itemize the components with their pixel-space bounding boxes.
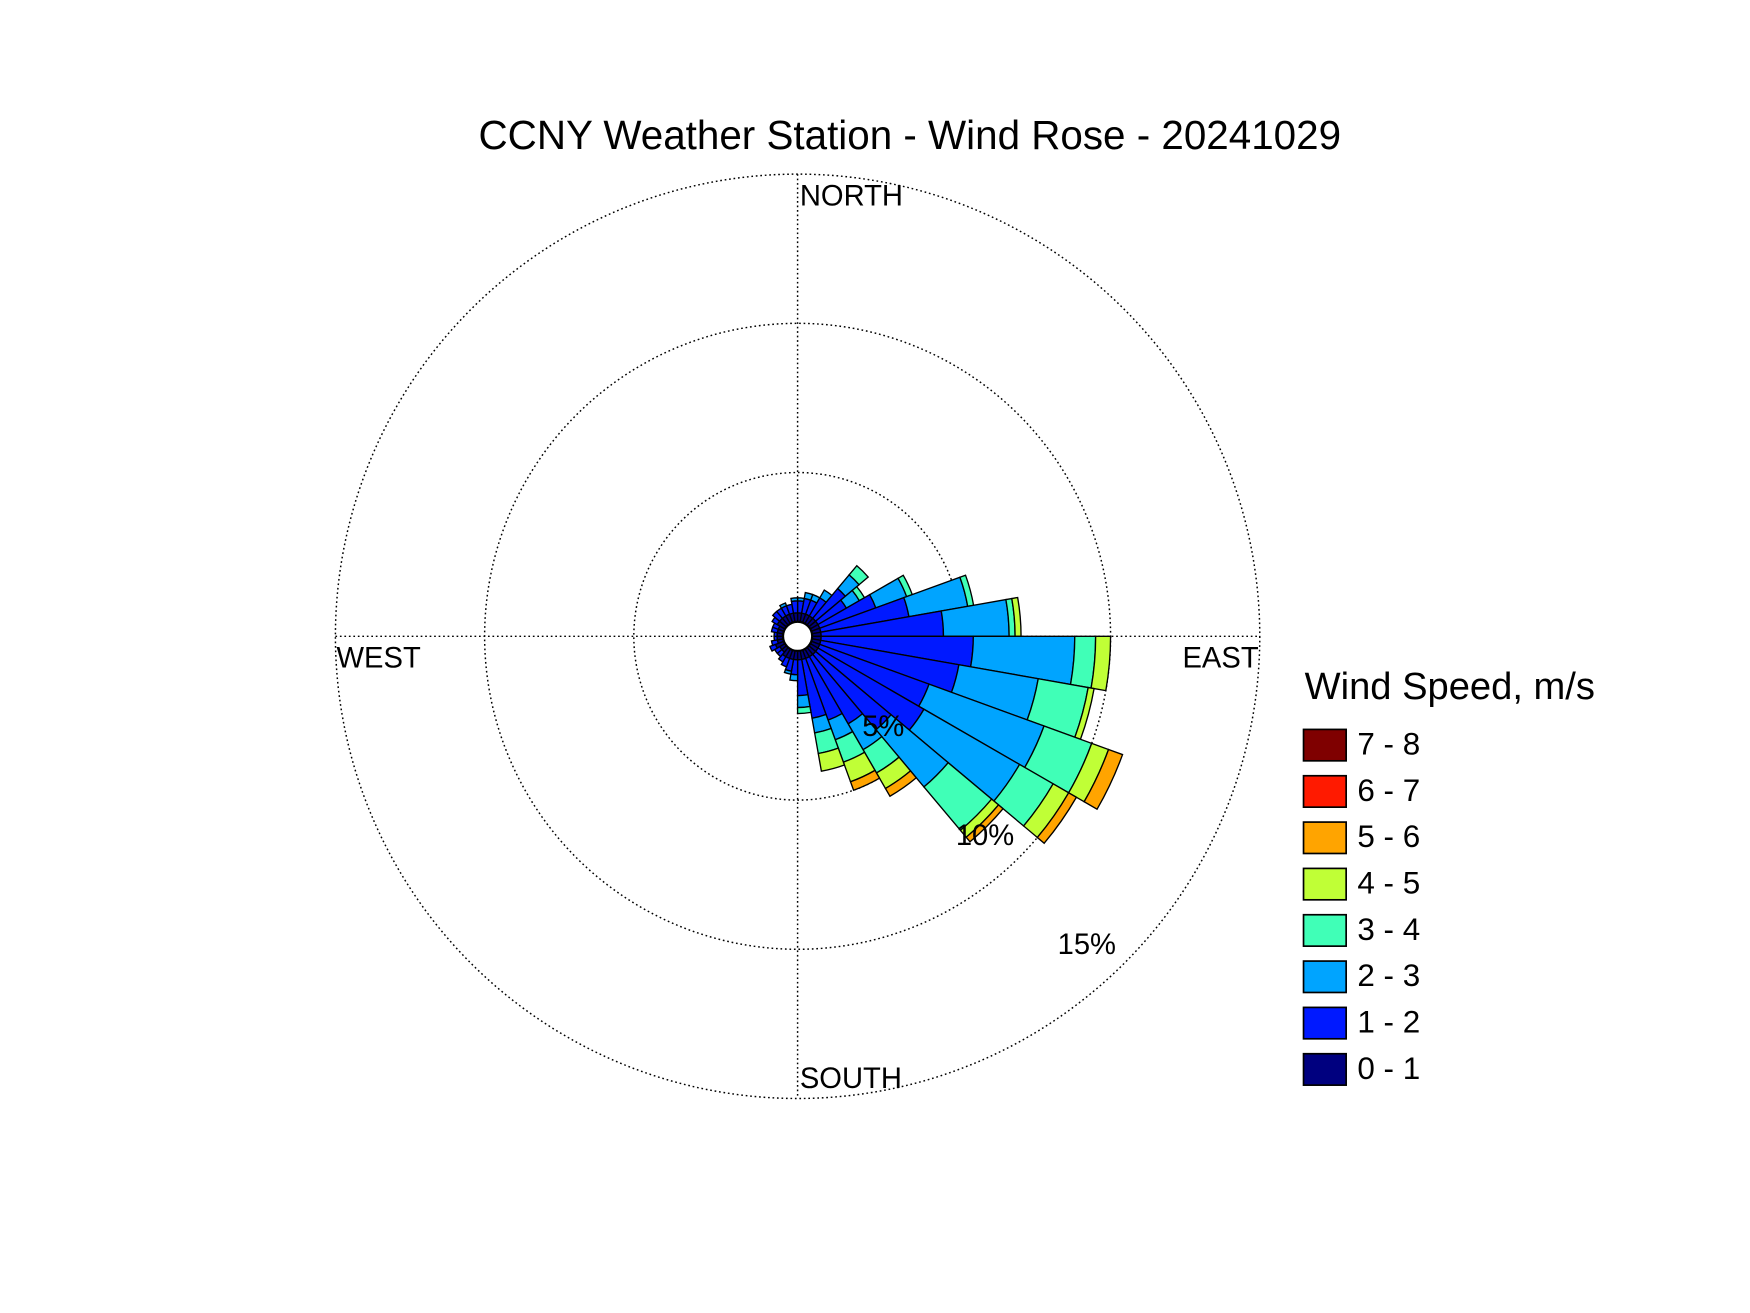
center-hole xyxy=(781,620,814,653)
rose-segment xyxy=(1090,635,1112,692)
rose-segment xyxy=(789,673,799,682)
legend-swatch xyxy=(1302,913,1347,947)
r-tick-label: 15% xyxy=(1058,929,1116,961)
rose-segment xyxy=(796,693,811,709)
legend-label: 2 - 3 xyxy=(1357,958,1420,993)
direction-label: EAST xyxy=(1182,643,1258,675)
legend-swatch xyxy=(1302,728,1347,762)
legend-label: 3 - 4 xyxy=(1357,912,1420,947)
legend-label: 6 - 7 xyxy=(1357,773,1420,808)
rose-segment xyxy=(796,705,812,715)
rose-segment xyxy=(1036,791,1078,845)
r-tick-label: 10% xyxy=(956,820,1014,852)
legend-title: Wind Speed, m/s xyxy=(1305,665,1595,708)
rose-segment xyxy=(777,653,787,663)
legend-label: 0 - 1 xyxy=(1357,1051,1420,1086)
legend-swatch xyxy=(1302,821,1347,855)
rose-segment xyxy=(769,643,779,652)
legend-swatch xyxy=(1302,867,1347,901)
rose-segment xyxy=(817,747,846,772)
rose-segment xyxy=(965,803,1005,843)
legend-label: 4 - 5 xyxy=(1357,866,1420,901)
rose-segment xyxy=(790,597,799,603)
direction-label: SOUTH xyxy=(800,1063,902,1095)
legend-label: 7 - 8 xyxy=(1357,727,1420,762)
direction-label: WEST xyxy=(337,643,421,675)
rose-segment xyxy=(884,769,918,798)
legend-swatch xyxy=(1302,1006,1347,1040)
grid-ring xyxy=(334,173,1261,1100)
rose-segment xyxy=(780,655,791,668)
legend-swatch xyxy=(1302,960,1347,994)
r-tick-label: 5% xyxy=(862,711,904,743)
direction-label: NORTH xyxy=(800,180,903,212)
legend-swatch xyxy=(1302,774,1347,808)
chart-title: CCNY Weather Station - Wind Rose - 20241… xyxy=(479,112,1342,158)
rose-segment xyxy=(770,639,780,647)
legend-label: 1 - 2 xyxy=(1357,1005,1420,1040)
legend-swatch xyxy=(1302,1052,1347,1086)
rose-segment xyxy=(848,564,870,586)
rose-segment xyxy=(783,668,793,675)
rose-segment xyxy=(778,602,788,610)
legend-label: 5 - 6 xyxy=(1357,819,1420,854)
